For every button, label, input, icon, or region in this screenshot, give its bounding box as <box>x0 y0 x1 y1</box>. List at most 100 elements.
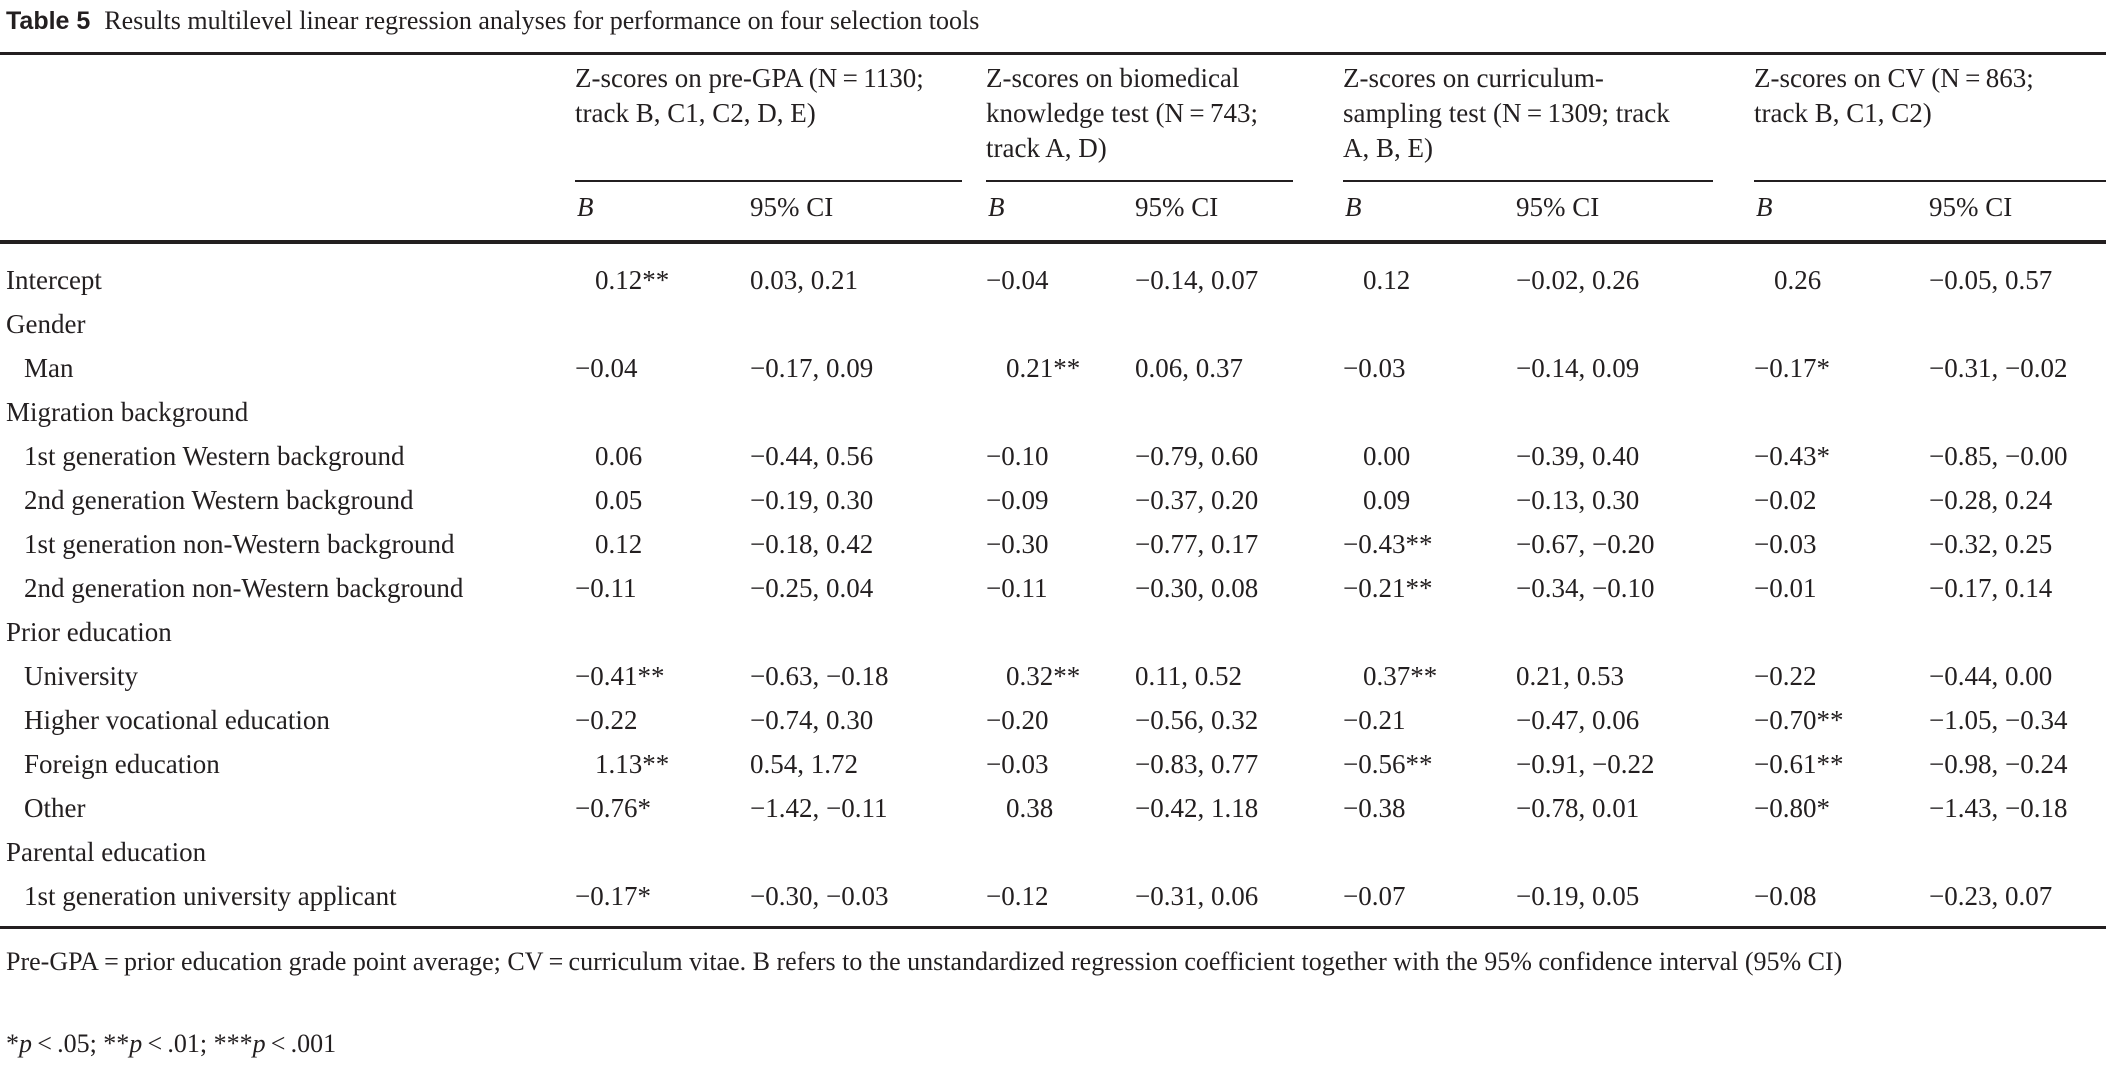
coef-cell: 0.00 <box>1363 441 1411 471</box>
coef-cell: 0.12 <box>1363 265 1411 295</box>
coef-cell: 0.32** <box>1006 661 1081 691</box>
coef-cell: −0.01 <box>1754 573 1817 603</box>
ci-cell: −0.05, 0.57 <box>1929 265 2053 295</box>
table-section-row: Migration background <box>0 390 2106 434</box>
ci-cell: −0.56, 0.32 <box>1135 705 1259 735</box>
table-section-row: Gender <box>0 302 2106 346</box>
ci-cell: −0.17, 0.09 <box>750 353 874 383</box>
col-header-b: B <box>577 192 594 222</box>
row-label: 2nd generation Western background <box>24 485 414 515</box>
col-header-ci: 95% CI <box>1929 192 2013 222</box>
ci-cell: 0.03, 0.21 <box>750 265 858 295</box>
col-header-b: B <box>1756 192 1773 222</box>
ci-cell: −1.42, −0.11 <box>750 793 888 823</box>
sig-threshold: < .001 <box>265 1029 337 1058</box>
coef-cell: −0.03 <box>986 749 1049 779</box>
coef-cell: −0.04 <box>575 353 638 383</box>
coef-cell: −0.10 <box>986 441 1049 471</box>
table-section-row: Parental education <box>0 830 2106 874</box>
sig-symbol: ** <box>103 1029 130 1058</box>
table-row: 2nd generation Western background 0.05 −0.… <box>0 478 2106 522</box>
bottom-rule <box>0 926 2106 929</box>
group-header-4: Z-scores on CV (N = 863; track B, C1, C2) <box>1754 61 2034 131</box>
group-header-line: track B, C1, C2, D, E) <box>575 98 816 128</box>
row-label: University <box>24 661 138 691</box>
ci-cell: −0.14, 0.09 <box>1516 353 1640 383</box>
ci-cell: 0.11, 0.52 <box>1135 661 1242 691</box>
coef-cell: −0.03 <box>1754 529 1817 559</box>
coef-cell: −0.80* <box>1754 793 1830 823</box>
coef-cell: −0.09 <box>986 485 1049 515</box>
row-label: Migration background <box>6 397 249 427</box>
coef-cell: −0.08 <box>1754 881 1817 911</box>
table-section-row: Prior education <box>0 610 2106 654</box>
ci-cell: −0.85, −0.00 <box>1929 441 2068 471</box>
coef-cell: −0.21** <box>1343 573 1433 603</box>
sig-symbol: *** <box>213 1029 253 1058</box>
coef-cell: −0.22 <box>1754 661 1817 691</box>
ci-cell: −0.25, 0.04 <box>750 573 874 603</box>
coef-cell: −0.30 <box>986 529 1049 559</box>
coef-cell: 0.12 <box>595 529 643 559</box>
ci-cell: −0.37, 0.20 <box>1135 485 1259 515</box>
coef-cell: −0.07 <box>1343 881 1406 911</box>
table-caption: Table 5 Results multilevel linear regress… <box>6 4 979 38</box>
sig-threshold: < .05; <box>32 1029 104 1058</box>
ci-cell: −0.67, −0.20 <box>1516 529 1655 559</box>
row-label: Foreign education <box>24 749 220 779</box>
coef-cell: 0.06 <box>595 441 643 471</box>
table-row: Man −0.04 −0.17, 0.09 0.21** 0.06, 0.37 −0.03… <box>0 346 2106 390</box>
ci-cell: −1.43, −0.18 <box>1929 793 2068 823</box>
group-header-3: Z-scores on curriculum-sampling test (N … <box>1343 61 1670 166</box>
ci-cell: −0.79, 0.60 <box>1135 441 1259 471</box>
table-row: University −0.41** −0.63, −0.18 0.32** 0.11,… <box>0 654 2106 698</box>
ci-cell: −0.44, 0.00 <box>1929 661 2053 691</box>
col-header-ci: 95% CI <box>750 192 834 222</box>
group-header-1: Z-scores on pre-GPA (N = 1130; track B, C… <box>575 61 924 131</box>
ci-cell: −0.31, −0.02 <box>1929 353 2068 383</box>
table-row: Other −0.76* −1.42, −0.11 0.38 −0.42, 1.18 −0… <box>0 786 2106 830</box>
coef-cell: −0.03 <box>1343 353 1406 383</box>
table-row: Foreign education 1.13** 0.54, 1.72 −0.03 −0… <box>0 742 2106 786</box>
group-rule-1 <box>575 180 962 182</box>
coef-cell: 1.13** <box>595 749 670 779</box>
ci-cell: −0.34, −0.10 <box>1516 573 1655 603</box>
ci-cell: −0.63, −0.18 <box>750 661 889 691</box>
row-label: 1st generation Western background <box>24 441 405 471</box>
coef-cell: −0.61** <box>1754 749 1844 779</box>
ci-cell: −0.78, 0.01 <box>1516 793 1640 823</box>
table-footnote: Pre-GPA = prior education grade point av… <box>6 947 1843 976</box>
col-header-b: B <box>988 192 1005 222</box>
group-rule-2 <box>986 180 1293 182</box>
coef-cell: −0.20 <box>986 705 1049 735</box>
row-label: Gender <box>6 309 86 339</box>
row-label: Parental education <box>6 837 207 867</box>
coef-cell: −0.38 <box>1343 793 1406 823</box>
group-header-line: Z-scores on CV (N = 863; <box>1754 63 2034 93</box>
sig-p: p <box>129 1029 143 1058</box>
coef-cell: −0.43** <box>1343 529 1433 559</box>
ci-cell: −0.19, 0.30 <box>750 485 874 515</box>
row-label: 1st generation university applicant <box>24 881 397 911</box>
table-row: 2nd generation non-Western background −0.… <box>0 566 2106 610</box>
ci-cell: −0.23, 0.07 <box>1929 881 2053 911</box>
ci-cell: −0.47, 0.06 <box>1516 705 1640 735</box>
top-rule <box>0 52 2106 55</box>
table-label: Table 5 <box>6 7 91 35</box>
col-header-ci: 95% CI <box>1135 192 1219 222</box>
ci-cell: −0.30, 0.08 <box>1135 573 1259 603</box>
sig-symbol: * <box>6 1029 19 1058</box>
table-row: 1st generation university applicant −0.17… <box>0 874 2106 918</box>
ci-cell: −0.42, 1.18 <box>1135 793 1259 823</box>
row-label: 1st generation non-Western background <box>24 529 455 559</box>
row-label: Intercept <box>6 265 102 295</box>
group-header-line: A, B, E) <box>1343 133 1433 163</box>
coef-cell: 0.38 <box>1006 793 1054 823</box>
coef-cell: −0.02 <box>1754 485 1817 515</box>
group-header-line: sampling test (N = 1309; track <box>1343 98 1670 128</box>
group-rule-3 <box>1343 180 1713 182</box>
ci-cell: −0.91, −0.22 <box>1516 749 1655 779</box>
ci-cell: −0.28, 0.24 <box>1929 485 2053 515</box>
group-header-2: Z-scores on biomedical knowledge test (N … <box>986 61 1258 166</box>
header-rule <box>0 240 2106 244</box>
